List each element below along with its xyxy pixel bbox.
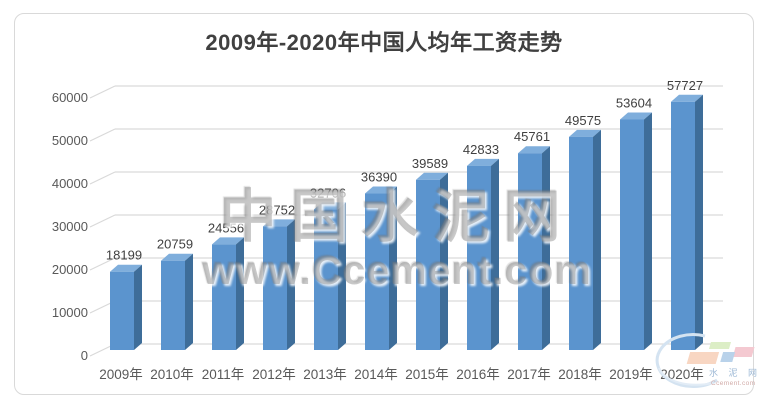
bar-side-face [185, 253, 193, 350]
bar [365, 193, 389, 350]
x-axis-tick-label: 2014年 [354, 367, 398, 382]
logo-tile-green [708, 342, 731, 349]
bar-top-face [416, 172, 448, 180]
bar-side-face [440, 172, 448, 350]
bar-value-label: 42833 [463, 142, 499, 157]
bar-value-label: 24556 [208, 220, 244, 235]
bar [467, 165, 491, 350]
y-axis-tick-label: 40000 [52, 176, 88, 191]
bar [263, 226, 287, 350]
logo-name-text: 水 泥 网 [709, 367, 761, 378]
x-axis-tick-label: 2012年 [252, 367, 296, 382]
bar-side-face [389, 186, 397, 350]
logo-swoosh-lower-icon [658, 367, 714, 386]
logo-tile-blue [720, 352, 736, 362]
x-axis-tick-label: 2011年 [202, 367, 245, 382]
y-axis-tick-label: 0 [81, 348, 88, 363]
bar-value-label: 32706 [310, 185, 346, 200]
bar-value-label: 18199 [106, 248, 142, 263]
bar-side-face [134, 264, 142, 350]
bar-top-face [212, 237, 244, 245]
bar-value-label: 53604 [616, 96, 652, 111]
bar-top-face [620, 112, 652, 120]
bar [620, 119, 644, 350]
bar-top-face [110, 264, 142, 272]
bar [161, 260, 185, 350]
bar-value-label: 20759 [157, 237, 193, 252]
y-axis-tick-label: 20000 [52, 262, 88, 277]
bar [569, 136, 593, 350]
y-axis-tick-label: 30000 [52, 219, 88, 234]
x-axis-tick-label: 2016年 [456, 367, 500, 382]
x-axis-tick-label: 2010年 [150, 367, 194, 382]
bar [416, 179, 440, 350]
bar-side-face [236, 237, 244, 350]
x-axis-tick-label: 2018年 [558, 367, 602, 382]
bar-value-label: 39589 [412, 156, 448, 171]
bar-side-face [593, 129, 601, 350]
bar-side-face [695, 94, 703, 351]
logo-tile-pink [732, 347, 755, 357]
x-axis-tick-label: 2009年 [99, 367, 143, 382]
y-axis-tick-label: 10000 [52, 305, 88, 320]
bar-top-face [467, 158, 499, 166]
gridline-depth-segment [89, 171, 116, 185]
bar [671, 101, 695, 351]
logo-tile-peach [686, 352, 720, 364]
y-axis-tick-label: 60000 [52, 90, 88, 105]
bar-top-face [671, 94, 703, 102]
bar-value-label: 49575 [565, 113, 601, 128]
bar-side-face [287, 219, 295, 350]
gridline-depth-segment [89, 128, 116, 142]
bar-value-label: 36390 [361, 170, 397, 185]
bar-side-face [338, 202, 346, 350]
x-axis-tick-label: 2013年 [303, 367, 347, 382]
ccement-logo: 水 泥 网 Ccement.com [655, 333, 761, 389]
gridline-depth-segment [89, 214, 116, 228]
logo-tiles-icon [686, 342, 755, 364]
bar [212, 244, 236, 350]
y-axis-tick-label: 50000 [52, 133, 88, 148]
bar-side-face [491, 158, 499, 350]
logo-domain-text: Ccement.com [711, 380, 756, 387]
bar-value-label: 45761 [514, 129, 550, 144]
bar-top-face [314, 202, 346, 210]
bar-top-face [365, 186, 397, 194]
bar-side-face [644, 112, 652, 350]
gridline-depth-segment [89, 257, 116, 271]
x-axis-tick-label: 2015年 [405, 367, 449, 382]
bar-value-label: 28752 [259, 202, 295, 217]
x-axis-tick-label: 2017年 [507, 367, 551, 382]
bar-top-face [518, 146, 550, 154]
bar-top-face [263, 219, 295, 227]
bar [314, 209, 338, 350]
x-axis-tick-label: 2020年 [660, 367, 704, 382]
logo-swoosh-icon [655, 333, 718, 389]
x-axis-tick-label: 2019年 [609, 367, 653, 382]
bar-top-face [161, 253, 193, 261]
bar-side-face [542, 146, 550, 350]
bar [518, 153, 542, 350]
bar [110, 271, 134, 350]
bar-value-label: 57727 [667, 78, 703, 93]
gridline-depth-segment [89, 85, 116, 99]
chart-title: 2009年-2020年中国人均年工资走势 [205, 30, 563, 55]
bar-top-face [569, 129, 601, 137]
